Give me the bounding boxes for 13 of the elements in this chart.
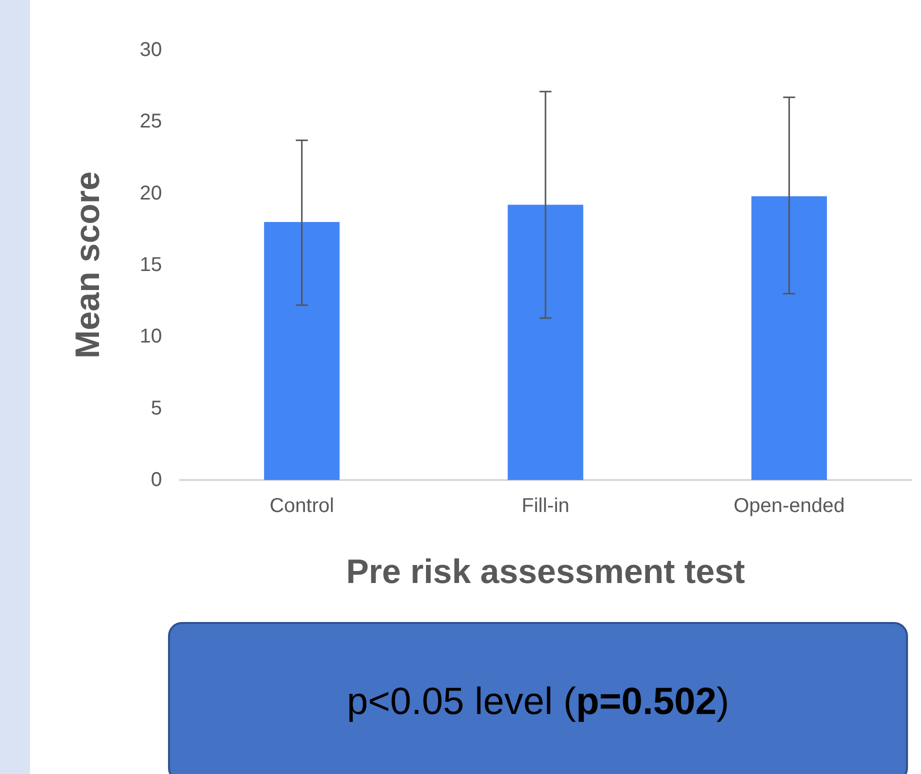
text: p<0.05 level (p=0.502) [346,680,730,724]
x-tick-label: Control [270,495,334,517]
y-tick-label: 20 [140,182,162,204]
x-tick-label: Fill-in [522,495,570,517]
y-tick-label: 15 [140,254,162,276]
y-tick-label: 10 [140,326,162,348]
x-tick-label: Open-ended [734,495,845,517]
y-axis-title: Mean score [69,171,107,359]
y-tick-label: 0 [150,469,162,491]
y-tick-label: 25 [140,110,162,133]
x-axis-title: Pre risk assessment test [346,553,745,591]
y-tick-label: 30 [140,39,162,61]
y-tick-label: 5 [150,397,162,420]
